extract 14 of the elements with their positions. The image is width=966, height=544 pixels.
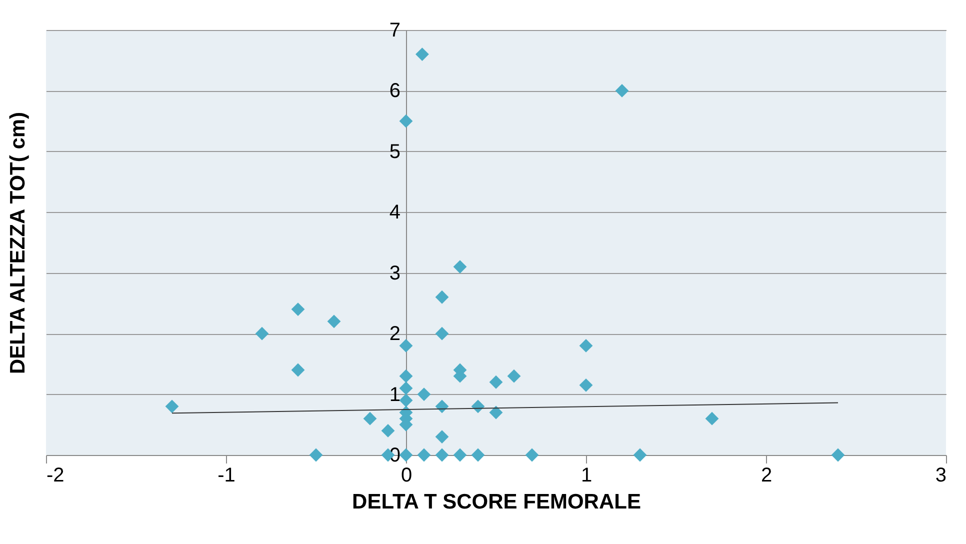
- x-tick-label: 1: [580, 464, 592, 486]
- y-tick-label: 3: [389, 262, 400, 284]
- x-axis-title: DELTA T SCORE FEMORALE: [352, 490, 641, 514]
- y-tick-label: 6: [389, 80, 400, 102]
- x-tick-label: -1: [218, 464, 236, 486]
- x-tick-label: 3: [935, 464, 946, 486]
- y-tick-label: 5: [389, 140, 400, 163]
- y-tick-label: 2: [389, 323, 400, 346]
- x-tick-label: 2: [760, 464, 772, 486]
- y-tick-label: 7: [389, 20, 400, 42]
- y-tick-label: 4: [389, 202, 400, 224]
- y-axis-title: DELTA ALTEZZA TOT( cm): [6, 112, 30, 374]
- y-tick-label: 1: [389, 384, 400, 406]
- x-tick-label: -2: [46, 464, 64, 486]
